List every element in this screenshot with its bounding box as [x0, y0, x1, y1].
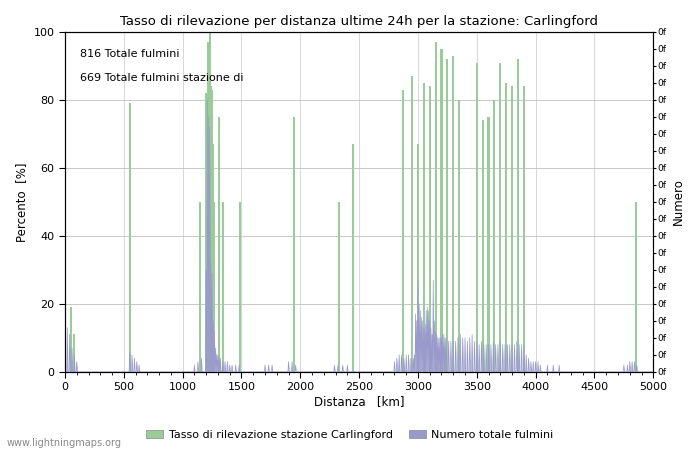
Bar [205, 93, 207, 372]
Bar [482, 120, 484, 372]
Bar [499, 63, 501, 372]
Bar [511, 86, 513, 372]
Bar [209, 32, 211, 372]
Bar [423, 83, 425, 372]
Bar [494, 100, 496, 372]
Bar [211, 90, 213, 372]
Bar [428, 86, 430, 372]
Bar [458, 100, 460, 372]
Bar [352, 144, 354, 372]
Legend: Tasso di rilevazione stazione Carlingford, Numero totale fulmini: Tasso di rilevazione stazione Carlingfor… [142, 426, 558, 445]
Bar [402, 90, 404, 372]
Bar [435, 42, 437, 372]
Y-axis label: Percento  [%]: Percento [%] [15, 162, 28, 242]
Bar [214, 202, 216, 372]
Bar [64, 93, 66, 372]
X-axis label: Distanza   [km]: Distanza [km] [314, 395, 405, 408]
Bar [74, 334, 76, 372]
Bar [505, 83, 508, 372]
Bar [440, 49, 442, 372]
Bar [199, 202, 202, 372]
Bar [517, 59, 519, 372]
Text: 669 Totale fulmini stazione di: 669 Totale fulmini stazione di [80, 73, 243, 83]
Bar [210, 86, 212, 372]
Bar [452, 56, 454, 372]
Bar [129, 104, 131, 372]
Bar [487, 117, 489, 372]
Y-axis label: Numero: Numero [672, 179, 685, 225]
Bar [338, 202, 340, 372]
Bar [212, 144, 214, 372]
Bar [523, 86, 525, 372]
Bar [222, 202, 224, 372]
Bar [218, 117, 220, 372]
Bar [207, 42, 209, 372]
Text: 816 Totale fulmini: 816 Totale fulmini [80, 49, 179, 59]
Bar [411, 76, 413, 372]
Title: Tasso di rilevazione per distanza ultime 24h per la stazione: Carlingford: Tasso di rilevazione per distanza ultime… [120, 15, 598, 28]
Bar [239, 202, 241, 372]
Bar [293, 117, 295, 372]
Bar [635, 202, 637, 372]
Bar [476, 63, 478, 372]
Bar [447, 59, 449, 372]
Bar [70, 307, 72, 372]
Text: www.lightningmaps.org: www.lightningmaps.org [7, 438, 122, 448]
Bar [417, 144, 419, 372]
